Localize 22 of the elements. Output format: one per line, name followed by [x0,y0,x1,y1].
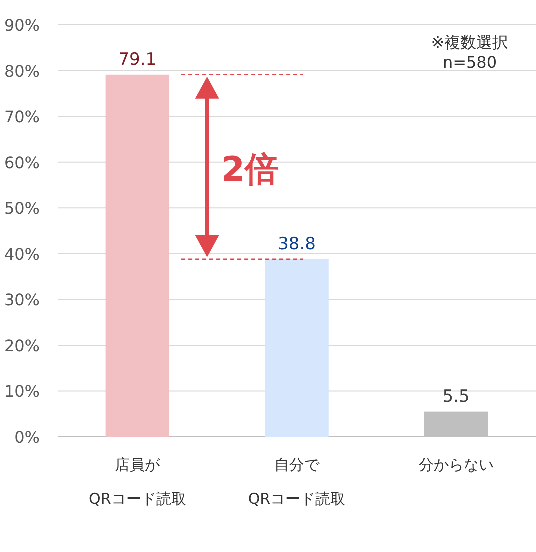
annotation: 2倍 [221,150,280,190]
y-tick-label: 40% [4,244,40,264]
bar [424,412,488,437]
y-tick-label: 30% [4,290,40,310]
bar [106,74,170,437]
y-tick-label: 20% [4,336,40,356]
y-tick-label: 0% [14,428,40,447]
y-tick-label: 70% [4,108,40,127]
data-label: 5.5 [442,386,470,407]
x-tick-label: 分からない [418,456,494,474]
x-tick-label: 自分で QRコード読取 [248,456,346,508]
data-label: 38.8 [278,234,316,254]
x-tick-label: 店員が QRコード読取 [89,456,186,508]
y-tick-label: 80% [4,62,40,81]
y-tick-label: 60% [4,153,40,172]
data-label: 79.1 [118,50,157,70]
y-tick-label: 90% [4,16,40,35]
annotation: ※複数選択 [431,33,509,52]
annotation: n=580 [442,53,498,72]
y-tick-label: 50% [4,199,40,218]
y-tick-label: 10% [4,382,40,402]
bar [265,259,329,437]
